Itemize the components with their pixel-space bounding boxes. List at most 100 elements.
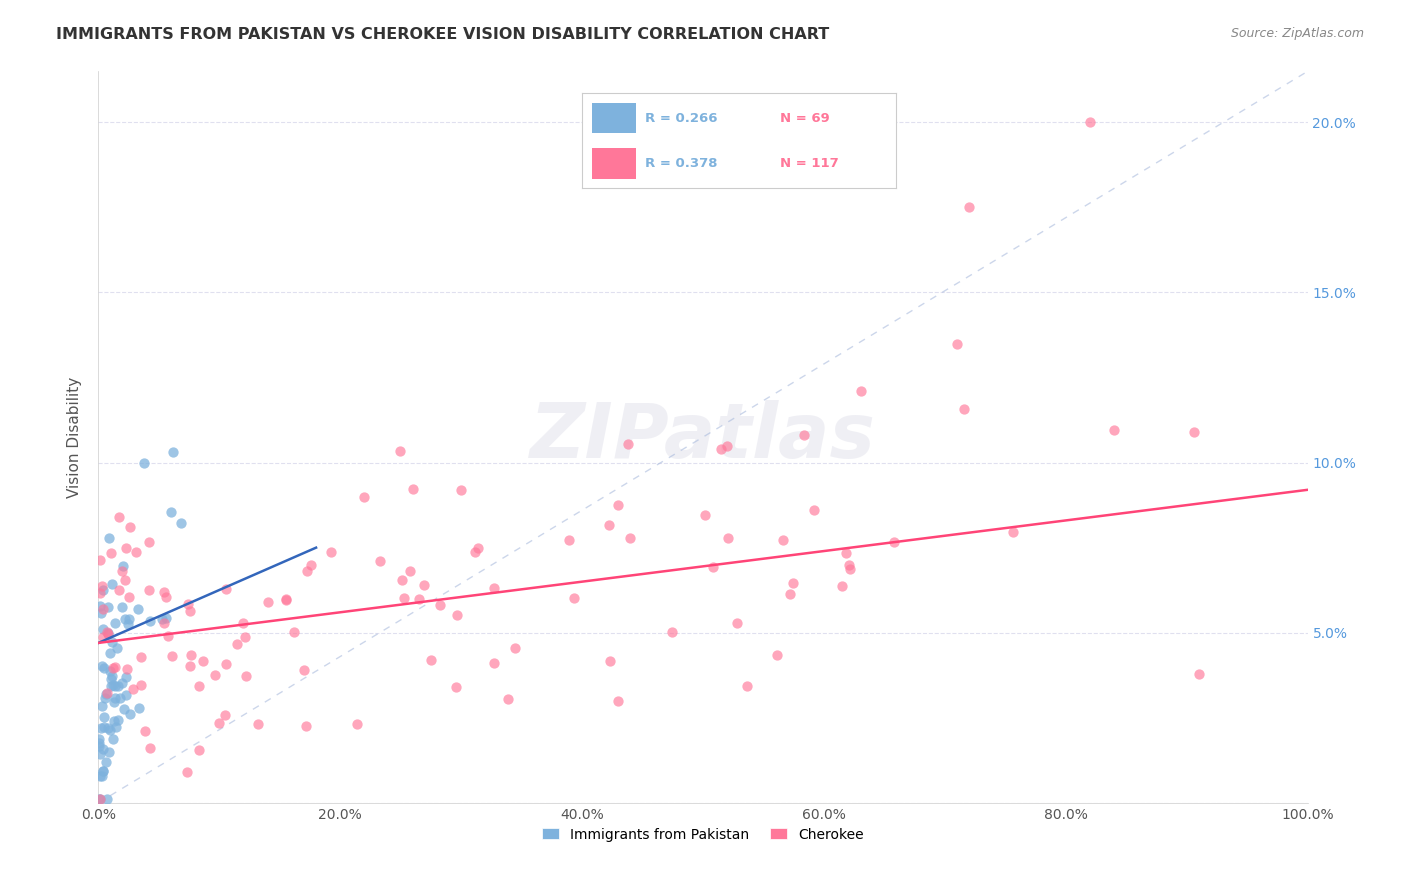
Point: [188, 743, 211, 757]
Point: [129, 649, 152, 664]
Point: [101, 731, 124, 746]
Point: [232, 616, 254, 631]
Point: [606, 499, 628, 513]
Point: [297, 564, 319, 578]
Point: [117, 617, 139, 632]
Point: [91, 698, 114, 713]
Point: [97, 625, 120, 640]
Point: [90, 658, 112, 673]
Point: [1002, 525, 1025, 540]
Point: [153, 616, 176, 631]
Point: [115, 663, 138, 677]
Point: [89, 747, 111, 761]
Point: [952, 401, 974, 416]
Point: [97, 627, 120, 641]
Point: [121, 681, 143, 696]
Point: [831, 578, 853, 592]
Point: [115, 688, 138, 702]
Point: [150, 611, 173, 625]
Point: [803, 503, 825, 517]
Point: [89, 606, 111, 620]
Point: [295, 719, 318, 733]
Point: [97, 531, 120, 545]
Text: IMMIGRANTS FROM PAKISTAN VS CHEROKEE VISION DISABILITY CORRELATION CHART: IMMIGRANTS FROM PAKISTAN VS CHEROKEE VIS…: [56, 27, 830, 42]
Point: [482, 582, 505, 596]
Point: [214, 582, 236, 597]
Point: [391, 573, 413, 587]
Point: [779, 587, 801, 601]
Y-axis label: Vision Disability: Vision Disability: [67, 376, 83, 498]
Point: [392, 591, 415, 605]
Point: [96, 624, 118, 639]
Point: [849, 384, 872, 399]
Point: [91, 764, 114, 778]
Point: [91, 578, 114, 592]
Point: [90, 721, 112, 735]
Point: [467, 541, 489, 556]
Point: [160, 505, 183, 519]
Point: [111, 564, 134, 578]
Point: [134, 723, 156, 738]
Point: [134, 456, 156, 470]
Point: [446, 608, 468, 623]
Point: [103, 661, 125, 675]
Point: [292, 663, 315, 677]
Point: [179, 604, 201, 618]
Point: [782, 576, 804, 591]
Point: [180, 648, 202, 663]
Point: [93, 742, 115, 756]
Point: [100, 576, 122, 591]
Point: [96, 687, 118, 701]
Point: [114, 612, 136, 626]
Point: [103, 695, 125, 709]
Point: [835, 546, 858, 560]
Point: [226, 637, 249, 651]
Point: [353, 490, 375, 504]
Point: [107, 713, 129, 727]
Point: [101, 634, 124, 648]
Point: [619, 531, 641, 545]
Point: [112, 702, 135, 716]
Point: [187, 679, 209, 693]
Point: [838, 558, 860, 573]
Point: [946, 336, 969, 351]
Point: [118, 520, 141, 534]
Point: [128, 700, 150, 714]
Point: [793, 428, 815, 442]
Point: [89, 792, 111, 806]
Point: [107, 509, 129, 524]
Point: [94, 756, 117, 770]
Point: [117, 591, 139, 605]
Point: [413, 577, 436, 591]
Point: [98, 664, 121, 678]
Point: [215, 657, 238, 671]
Point: [558, 533, 581, 547]
Point: [114, 541, 136, 556]
Point: [94, 691, 117, 706]
Point: [170, 516, 193, 530]
Point: [496, 691, 519, 706]
Point: [117, 612, 139, 626]
Point: [155, 590, 177, 604]
Point: [247, 716, 270, 731]
Point: [1188, 666, 1211, 681]
Point: [138, 535, 160, 549]
Point: [389, 443, 412, 458]
Point: [429, 599, 451, 613]
Point: [93, 582, 115, 597]
Point: [1102, 423, 1125, 437]
Point: [176, 765, 198, 780]
Point: [709, 442, 731, 456]
Point: [98, 723, 121, 737]
Point: [839, 562, 862, 576]
Point: [735, 679, 758, 693]
Point: [138, 583, 160, 598]
Point: [598, 518, 620, 533]
Point: [162, 445, 184, 459]
Point: [208, 715, 231, 730]
Point: [235, 669, 257, 683]
Legend: Immigrants from Pakistan, Cherokee: Immigrants from Pakistan, Cherokee: [537, 822, 869, 847]
Point: [93, 720, 115, 734]
Point: [717, 531, 740, 545]
Point: [111, 600, 134, 615]
